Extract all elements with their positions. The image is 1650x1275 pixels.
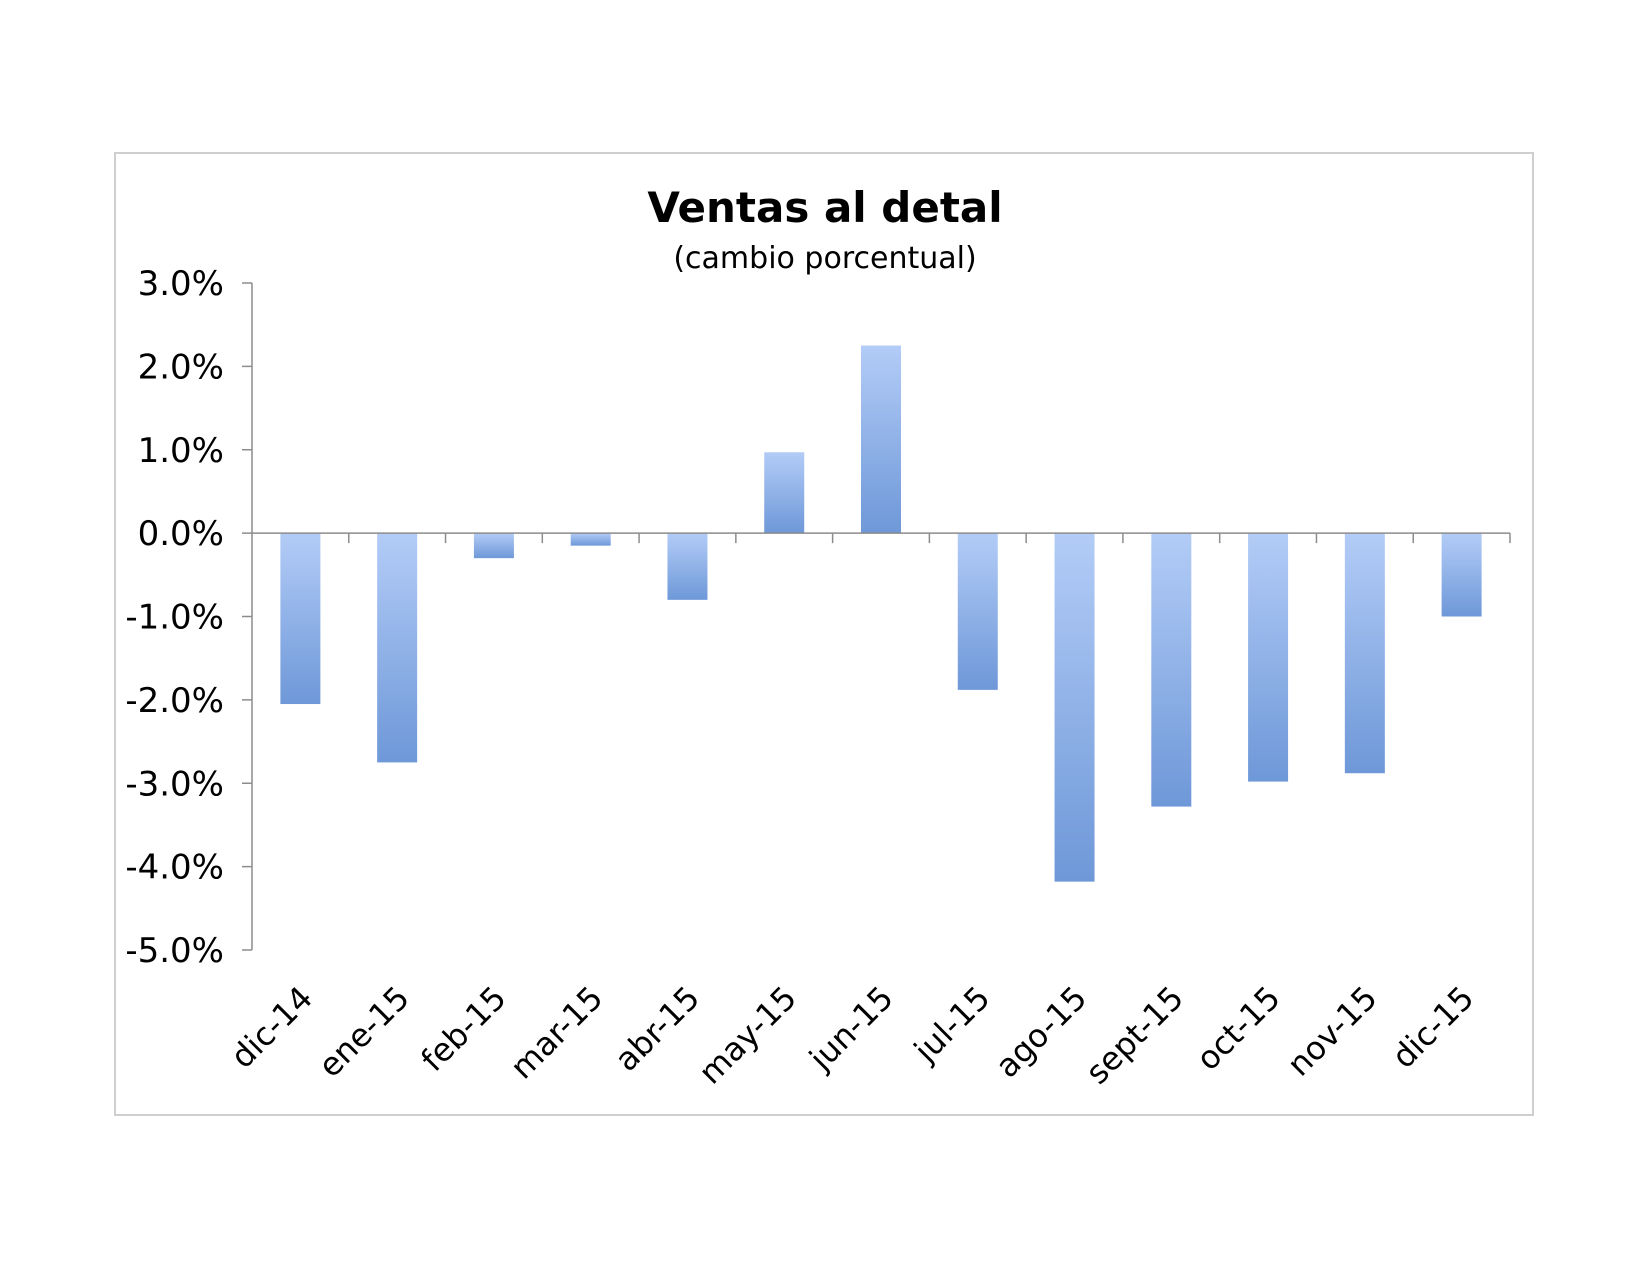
y-tick-label: 2.0% xyxy=(138,347,224,387)
bar-jun-15 xyxy=(861,345,901,534)
y-tick-label: -3.0% xyxy=(125,764,224,804)
y-tick-label: 0.0% xyxy=(138,514,224,554)
x-category-label: ago-15 xyxy=(988,979,1094,1085)
bar-nov-15 xyxy=(1344,533,1385,774)
bar-ene-15 xyxy=(377,533,418,763)
x-category-label: feb-15 xyxy=(414,979,514,1079)
y-tick-label: -4.0% xyxy=(125,848,224,888)
x-category-label: sept-15 xyxy=(1078,979,1191,1092)
chart-subtitle: (cambio porcentual) xyxy=(673,241,976,276)
x-category-label: jun-15 xyxy=(801,979,901,1079)
y-tick-label: -1.0% xyxy=(125,598,224,638)
x-category-label: nov-15 xyxy=(1280,979,1385,1084)
y-axis: 3.0% 2.0% 1.0% 0.0% -1.0% -2.0% -3.0% -4.0% -5.0… xyxy=(125,264,253,971)
y-tick-label: 1.0% xyxy=(138,431,224,471)
bar-jul-15 xyxy=(957,533,998,690)
chart-frame xyxy=(114,152,1534,1116)
x-category-label: oct-15 xyxy=(1189,979,1288,1078)
x-category-label: dic-15 xyxy=(1384,979,1481,1076)
x-category-label: ene-15 xyxy=(311,979,417,1085)
bar-ago-15 xyxy=(1054,533,1095,882)
x-category-label: jul-15 xyxy=(906,979,997,1070)
bars xyxy=(280,345,1482,882)
y-tick-label: 3.0% xyxy=(138,264,224,304)
x-category-label: mar-15 xyxy=(503,979,611,1087)
bar-feb-15 xyxy=(473,533,514,559)
y-tick-label: -2.0% xyxy=(125,681,224,721)
bar-sept-15 xyxy=(1151,533,1192,807)
bar-dic-15 xyxy=(1441,533,1482,617)
bar-abr-15 xyxy=(667,533,708,600)
x-category-label: dic-14 xyxy=(223,979,320,1076)
bar-mar-15 xyxy=(570,533,611,546)
chart-title: Ventas al detal xyxy=(647,183,1002,232)
bar-oct-15 xyxy=(1248,533,1289,782)
bar-dic-14 xyxy=(280,533,321,705)
x-category-label: may-15 xyxy=(691,979,804,1092)
bar-may-15 xyxy=(764,452,805,534)
y-tick-label: -5.0% xyxy=(125,931,224,971)
